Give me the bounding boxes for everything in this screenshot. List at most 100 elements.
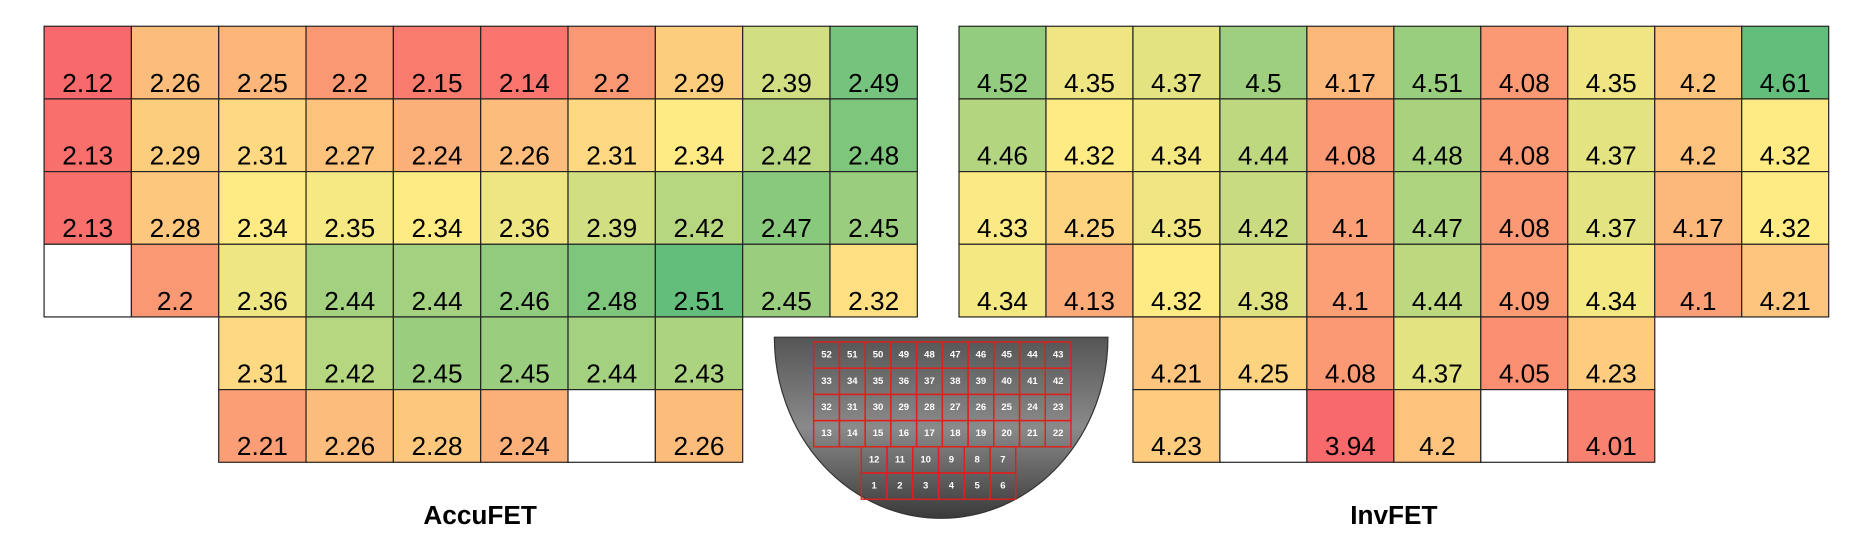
heat-cell [1393,25,1482,100]
empty-cell [43,243,132,318]
cell-value: 4.37 [1151,68,1202,98]
die-number: 45 [1001,350,1012,361]
cell-value: 2.27 [324,140,375,170]
heat-cell [1306,98,1395,173]
die-number: 48 [924,350,935,361]
cell-value: 2.45 [848,213,899,243]
heat-cell [218,316,307,391]
cell-value: 2.34 [237,213,288,243]
heat-cell [1741,98,1830,173]
cell-value: 2.42 [761,140,812,170]
die-number: 52 [821,350,832,361]
die-number: 20 [1001,428,1012,439]
cell-value: 2.42 [324,358,375,388]
cell-value: 4.44 [1238,140,1289,170]
die-number: 33 [821,376,832,387]
cell-value: 4.61 [1760,68,1811,98]
heat-cell [1480,98,1569,173]
die-number: 18 [950,428,961,439]
die-number: 3 [923,481,928,492]
accufet-label: AccuFET [423,500,536,530]
die-number: 6 [1000,481,1005,492]
cell-value: 4.25 [1238,358,1289,388]
cell-value: 2.12 [62,68,113,98]
die-number: 44 [1027,350,1038,361]
heat-cell [218,171,307,245]
heat-cell [1393,171,1482,245]
die-number: 2 [897,481,902,492]
cell-value: 4.37 [1586,213,1637,243]
cell-value: 4.34 [1586,286,1637,316]
empty-cell [1219,389,1308,463]
die-number: 38 [950,376,961,387]
cell-value: 4.35 [1151,213,1202,243]
heat-cell [1219,243,1308,318]
cell-value: 2.26 [324,431,375,461]
die-number: 39 [976,376,987,387]
heat-cell [305,98,394,173]
heat-cell [1567,389,1656,463]
cell-value: 2.44 [324,286,375,316]
cell-value: 4.08 [1499,68,1550,98]
cell-value: 4.17 [1325,68,1376,98]
cell-value: 2.34 [412,213,463,243]
empty-cell [567,389,656,463]
heat-cell [1654,98,1743,173]
cell-value: 2.32 [848,286,899,316]
cell-value: 4.51 [1412,68,1463,98]
heat-cell [1132,389,1221,463]
heat-cell [654,389,744,463]
cell-value: 2.26 [150,68,201,98]
die-outline [1044,419,1072,448]
cell-value: 4.21 [1760,286,1811,316]
die-number: 30 [873,402,884,413]
cell-value: 4.42 [1238,213,1289,243]
cell-value: 4.35 [1064,68,1115,98]
die-number: 14 [847,428,858,439]
heat-cell [1132,316,1221,391]
heat-cell [1480,316,1569,391]
cell-value: 4.25 [1064,213,1115,243]
cell-value: 4.23 [1151,431,1202,461]
die-number: 5 [974,481,980,492]
die-number: 43 [1053,350,1064,361]
die-number: 1 [872,481,878,492]
die-number: 46 [976,350,987,361]
cell-value: 2.26 [674,431,725,461]
heat-cell [567,25,656,100]
heat-cell [305,171,394,245]
heat-cell [1132,98,1221,173]
cell-value: 2.39 [586,213,637,243]
heat-cell [480,316,569,391]
die-number: 22 [1053,428,1064,439]
die-outline [989,472,1017,500]
heat-cell [1306,243,1395,318]
cell-value: 4.48 [1412,140,1463,170]
heat-cell [1567,316,1656,391]
cell-value: 4.2 [1680,68,1716,98]
cell-value: 2.13 [62,140,113,170]
cell-value: 4.52 [977,68,1028,98]
cell-value: 4.08 [1499,140,1550,170]
die-number: 27 [950,402,961,413]
cell-value: 4.34 [1151,140,1202,170]
cell-value: 4.1 [1332,213,1368,243]
cell-value: 2.47 [761,213,812,243]
cell-value: 4.38 [1238,286,1289,316]
cell-value: 4.13 [1064,286,1115,316]
invfet-label: InvFET [1350,500,1437,530]
cell-value: 2.49 [848,68,899,98]
cell-value: 4.21 [1151,358,1202,388]
cell-value: 4.2 [1419,431,1455,461]
cell-value: 2.21 [237,431,288,461]
die-number: 23 [1053,402,1064,413]
heat-cell [1219,25,1308,100]
heat-cell [1567,171,1656,245]
heat-cell [392,243,482,318]
die-number: 31 [847,402,858,413]
heat-cell [392,389,482,463]
cell-value: 2.48 [848,140,899,170]
heat-cell [1741,171,1830,245]
cell-value: 4.35 [1586,68,1637,98]
die-number: 35 [873,376,884,387]
